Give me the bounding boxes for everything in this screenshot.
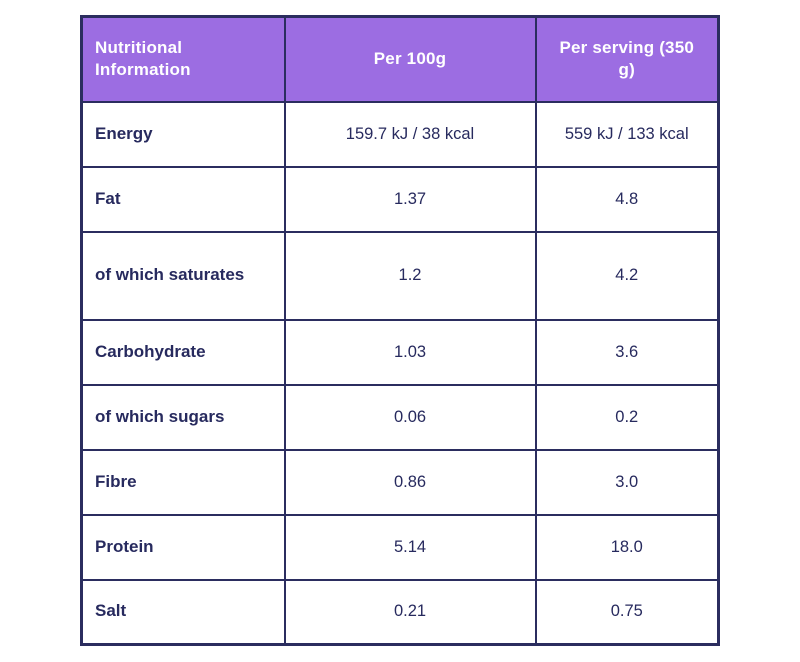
nutrition-table: Nutritional Information Per 100g Per ser… [80,15,720,646]
header-cell-nutritional-information: Nutritional Information [80,15,286,103]
row-label-sugars: of which sugars [80,383,286,451]
value-protein-per-serving: 18.0 [534,513,720,581]
value-energy-per-100g: 159.7 kJ / 38 kcal [283,100,537,168]
row-label-energy: Energy [80,100,286,168]
value-salt-per-100g: 0.21 [283,578,537,646]
table-row-fibre: Fibre 0.86 3.0 [80,448,720,516]
header-cell-per-serving: Per serving (350 g) [534,15,720,103]
row-label-carbohydrate: Carbohydrate [80,318,286,386]
value-sugars-per-serving: 0.2 [534,383,720,451]
value-sugars-per-100g: 0.06 [283,383,537,451]
value-carbohydrate-per-serving: 3.6 [534,318,720,386]
value-carbohydrate-per-100g: 1.03 [283,318,537,386]
table-row-salt: Salt 0.21 0.75 [80,578,720,646]
header-cell-per-100g: Per 100g [283,15,537,103]
table-row-carbohydrate: Carbohydrate 1.03 3.6 [80,318,720,386]
value-fat-per-100g: 1.37 [283,165,537,233]
table-row-sugars: of which sugars 0.06 0.2 [80,383,720,451]
value-protein-per-100g: 5.14 [283,513,537,581]
row-label-saturates: of which saturates [80,230,286,321]
table-row-protein: Protein 5.14 18.0 [80,513,720,581]
value-salt-per-serving: 0.75 [534,578,720,646]
row-label-fat: Fat [80,165,286,233]
table-row-saturates: of which saturates 1.2 4.2 [80,230,720,321]
value-saturates-per-serving: 4.2 [534,230,720,321]
value-fibre-per-serving: 3.0 [534,448,720,516]
table-header-row: Nutritional Information Per 100g Per ser… [80,15,720,103]
value-energy-per-serving: 559 kJ / 133 kcal [534,100,720,168]
value-fibre-per-100g: 0.86 [283,448,537,516]
row-label-protein: Protein [80,513,286,581]
value-saturates-per-100g: 1.2 [283,230,537,321]
value-fat-per-serving: 4.8 [534,165,720,233]
row-label-salt: Salt [80,578,286,646]
table-row-fat: Fat 1.37 4.8 [80,165,720,233]
table-row-energy: Energy 159.7 kJ / 38 kcal 559 kJ / 133 k… [80,100,720,168]
row-label-fibre: Fibre [80,448,286,516]
